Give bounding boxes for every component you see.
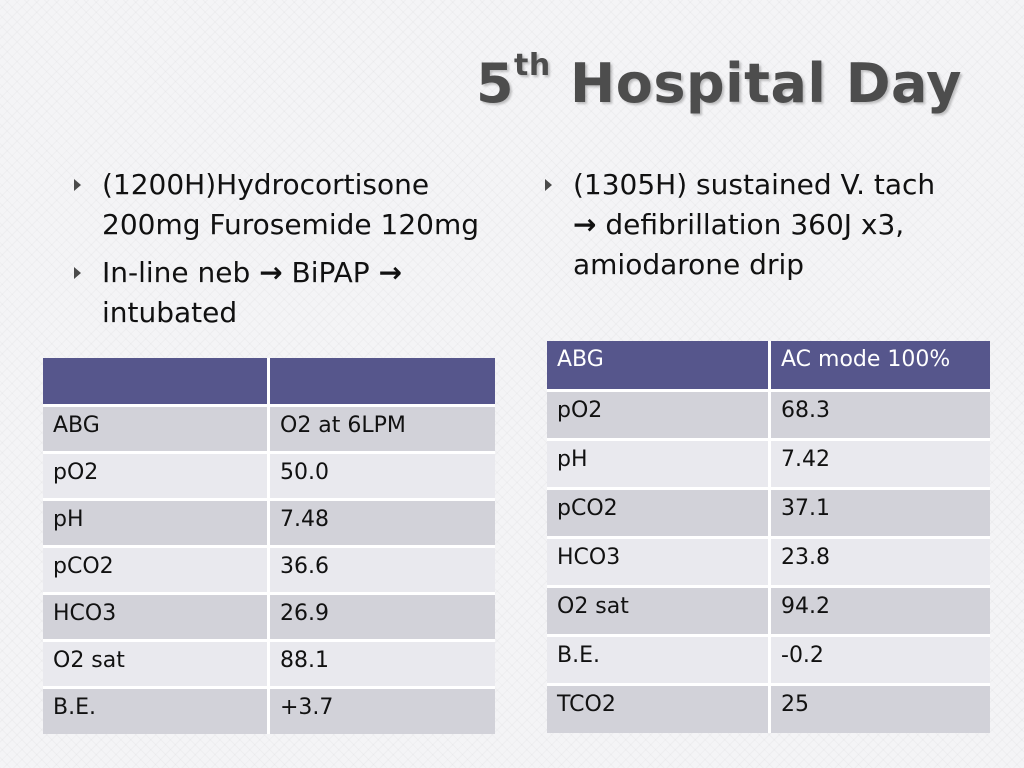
table-header-cell (267, 356, 497, 407)
bullet-text-part: BiPAP (282, 256, 379, 289)
table-header-row (41, 356, 497, 407)
bullet-text-part: In-line neb (102, 256, 260, 289)
bullet-item-medications: (1200H)Hydrocortisone 200mg Furosemide 1… (72, 165, 512, 245)
bullet-arrow-icon (74, 179, 81, 191)
table-cell-label: TCO2 (545, 682, 771, 735)
table-cell-label: pO2 (545, 388, 771, 441)
table-cell-label: pH (41, 497, 270, 548)
abg-table-right: ABG AC mode 100% pO2 68.3 pH 7.42 pCO2 3… (545, 339, 992, 735)
table-cell-value: 26.9 (267, 591, 497, 642)
abg-table-left: ABG O2 at 6LPM pO2 50.0 pH 7.48 pCO2 36.… (41, 356, 497, 736)
table-header-row: ABG AC mode 100% (545, 339, 992, 392)
right-arrow-icon: → (378, 256, 403, 289)
table-cell-value: 50.0 (267, 450, 497, 501)
table-cell-value: +3.7 (267, 685, 497, 736)
table-cell-value: 88.1 (267, 638, 497, 689)
bullet-item-vtach: (1305H) sustained V. tach → defibrillati… (543, 165, 963, 285)
right-bullet-list: (1305H) sustained V. tach → defibrillati… (543, 165, 963, 293)
table-cell-value: 37.1 (768, 486, 992, 539)
table-cell-value: 7.42 (768, 437, 992, 490)
table-row: pCO2 36.6 (41, 544, 497, 595)
bullet-arrow-icon (545, 179, 552, 191)
table-header-cell: ABG (545, 339, 771, 392)
slide-title: 5th Hospital Day (475, 48, 962, 115)
table-cell-label: pH (545, 437, 771, 490)
bullet-text-part: defibrillation 360J x3, amiodarone drip (573, 208, 905, 281)
title-text: Hospital Day (550, 52, 962, 115)
table-cell-value: 7.48 (267, 497, 497, 548)
table-cell-value: 23.8 (768, 535, 992, 588)
table-row: pH 7.48 (41, 497, 497, 548)
table-row: HCO3 23.8 (545, 535, 992, 588)
table-cell-label: HCO3 (41, 591, 270, 642)
table-row: TCO2 25 (545, 682, 992, 735)
bullet-arrow-icon (74, 267, 81, 279)
table-cell-label: ABG (41, 403, 270, 454)
table-header-cell: AC mode 100% (768, 339, 992, 392)
table-row: pO2 68.3 (545, 388, 992, 441)
table-row: O2 sat 94.2 (545, 584, 992, 637)
bullet-text: (1200H)Hydrocortisone 200mg Furosemide 1… (102, 168, 480, 241)
table-row: O2 sat 88.1 (41, 638, 497, 689)
table-row: HCO3 26.9 (41, 591, 497, 642)
table-cell-value: 25 (768, 682, 992, 735)
table-cell-value: -0.2 (768, 633, 992, 686)
table-cell-value: 36.6 (267, 544, 497, 595)
table-cell-label: B.E. (545, 633, 771, 686)
right-arrow-icon: → (259, 256, 283, 289)
table-cell-label: O2 sat (41, 638, 270, 689)
table-cell-label: O2 sat (545, 584, 771, 637)
table-row: B.E. -0.2 (545, 633, 992, 686)
right-arrow-icon: → (573, 208, 597, 241)
table-cell-label: pCO2 (41, 544, 270, 595)
table-row: ABG O2 at 6LPM (41, 403, 497, 454)
table-cell-value: 94.2 (768, 584, 992, 637)
table-header-cell (41, 356, 270, 407)
title-superscript: th (514, 48, 551, 83)
table-cell-label: HCO3 (545, 535, 771, 588)
table-cell-label: B.E. (41, 685, 270, 736)
table-row: pO2 50.0 (41, 450, 497, 501)
table-row: B.E. +3.7 (41, 685, 497, 736)
table-row: pH 7.42 (545, 437, 992, 490)
table-cell-label: pCO2 (545, 486, 771, 539)
table-cell-value: O2 at 6LPM (267, 403, 497, 454)
table-cell-value: 68.3 (768, 388, 992, 441)
bullet-text-part: (1305H) sustained V. tach (573, 168, 936, 201)
title-number: 5 (475, 52, 515, 115)
bullet-text-part: intubated (102, 296, 238, 329)
left-bullet-list: (1200H)Hydrocortisone 200mg Furosemide 1… (72, 165, 512, 341)
bullet-item-airway: In-line neb → BiPAP → intubated (72, 253, 512, 333)
table-cell-label: pO2 (41, 450, 270, 501)
table-row: pCO2 37.1 (545, 486, 992, 539)
